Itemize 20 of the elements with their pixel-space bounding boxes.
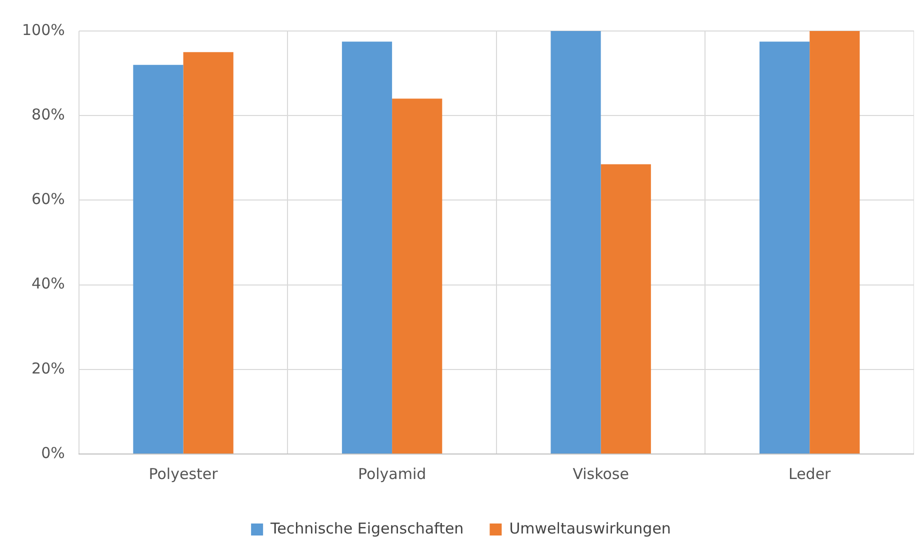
x-tick-label: Polyester bbox=[148, 464, 219, 483]
legend-label: Technische Eigenschaften bbox=[270, 519, 464, 538]
bar bbox=[810, 31, 860, 454]
x-tick-label: Leder bbox=[788, 464, 832, 483]
y-tick-label: 40% bbox=[32, 274, 65, 293]
bar bbox=[760, 42, 810, 454]
legend-label: Umweltauswirkungen bbox=[509, 519, 671, 538]
x-tick-label: Polyamid bbox=[358, 464, 426, 483]
bar bbox=[392, 98, 442, 454]
y-tick-label: 60% bbox=[32, 190, 65, 208]
bar bbox=[600, 164, 651, 454]
bar bbox=[342, 42, 392, 454]
x-tick-label: Viskose bbox=[572, 464, 629, 483]
bar bbox=[550, 31, 601, 454]
y-tick-label: 0% bbox=[41, 444, 65, 462]
y-tick-label: 100% bbox=[22, 20, 65, 39]
bar bbox=[183, 52, 234, 454]
y-tick-label: 20% bbox=[32, 359, 65, 378]
bar bbox=[133, 64, 184, 454]
y-tick-label: 80% bbox=[32, 105, 65, 124]
